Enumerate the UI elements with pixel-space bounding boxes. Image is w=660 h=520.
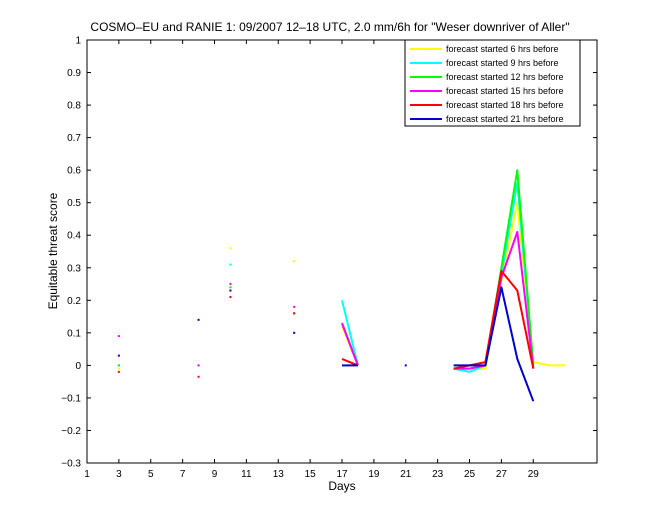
data-point — [293, 305, 296, 308]
y-tick-label: 1 — [75, 36, 81, 47]
legend: forecast started 6 hrs before forecast st… — [404, 39, 581, 127]
legend-label: forecast started 18 hrs before — [446, 100, 564, 110]
y-tick-label: 0.6 — [67, 166, 81, 177]
y-tick-label: −0.2 — [61, 426, 81, 437]
legend-label: forecast started 15 hrs before — [446, 86, 564, 96]
y-tick-label: 0.3 — [67, 263, 81, 274]
data-point — [293, 260, 296, 263]
x-tick-label: 21 — [400, 469, 412, 480]
x-tick-label: 17 — [336, 469, 348, 480]
x-tick-label: 19 — [368, 469, 380, 480]
legend-label: forecast started 9 hrs before — [446, 58, 559, 68]
data-point — [404, 364, 407, 367]
x-tick-label: 7 — [180, 469, 186, 480]
data-point — [293, 331, 296, 334]
series-layer — [117, 169, 566, 402]
data-point — [229, 247, 232, 250]
data-point — [117, 364, 120, 367]
series-line — [341, 322, 359, 366]
y-tick-label: 0 — [75, 361, 81, 372]
x-tick-label: 3 — [116, 469, 122, 480]
data-point — [229, 296, 232, 299]
y-tick-label: 0.9 — [67, 68, 81, 79]
data-point — [229, 286, 232, 289]
data-point — [229, 263, 232, 266]
y-tick-label: 0.5 — [67, 198, 81, 209]
x-tick-label: 15 — [305, 469, 317, 480]
data-point — [197, 364, 200, 367]
x-tick-label: 1 — [84, 469, 90, 480]
y-tick-label: 0.4 — [67, 231, 81, 242]
data-point — [197, 318, 200, 321]
legend-label: forecast started 21 hrs before — [446, 114, 564, 124]
y-tick-label: −0.1 — [61, 393, 81, 404]
data-point — [117, 370, 120, 373]
legend-label: forecast started 6 hrs before — [446, 44, 559, 54]
axis-ticks: 1 3 5 7 9 11 13 15 17 19 21 23 25 27 29−0.3−0.2−0.100.… — [61, 36, 597, 480]
x-tick-label: 9 — [212, 469, 218, 480]
y-tick-label: 0.1 — [67, 328, 81, 339]
data-point — [117, 367, 120, 370]
data-point — [229, 289, 232, 292]
series-line — [341, 300, 359, 366]
y-axis-label: Equitable threat score — [46, 192, 60, 309]
legend-label: forecast started 12 hrs before — [446, 72, 564, 82]
x-axis-label: Days — [328, 479, 355, 493]
x-tick-label: 11 — [241, 469, 252, 480]
legend-box — [404, 39, 581, 127]
series-line — [341, 357, 359, 367]
x-tick-label: 25 — [464, 469, 476, 480]
y-tick-label: 0.8 — [67, 101, 81, 112]
chart-title: COSMO–EU and RANIE 1: 09/2007 12–18 UTC,… — [90, 20, 569, 34]
x-tick-label: 23 — [432, 469, 444, 480]
y-tick-label: −0.3 — [61, 459, 81, 470]
data-point — [117, 354, 120, 357]
y-tick-label: 0.7 — [67, 133, 81, 144]
y-tick-label: 0.2 — [67, 296, 81, 307]
x-tick-label: 13 — [273, 469, 285, 480]
x-tick-label: 5 — [148, 469, 154, 480]
data-point — [229, 283, 232, 286]
data-point — [117, 335, 120, 338]
x-tick-label: 27 — [496, 469, 508, 480]
x-tick-label: 29 — [528, 469, 540, 480]
data-point — [293, 312, 296, 315]
data-point — [197, 375, 200, 378]
series-line — [453, 286, 535, 402]
series-6 — [117, 286, 535, 402]
